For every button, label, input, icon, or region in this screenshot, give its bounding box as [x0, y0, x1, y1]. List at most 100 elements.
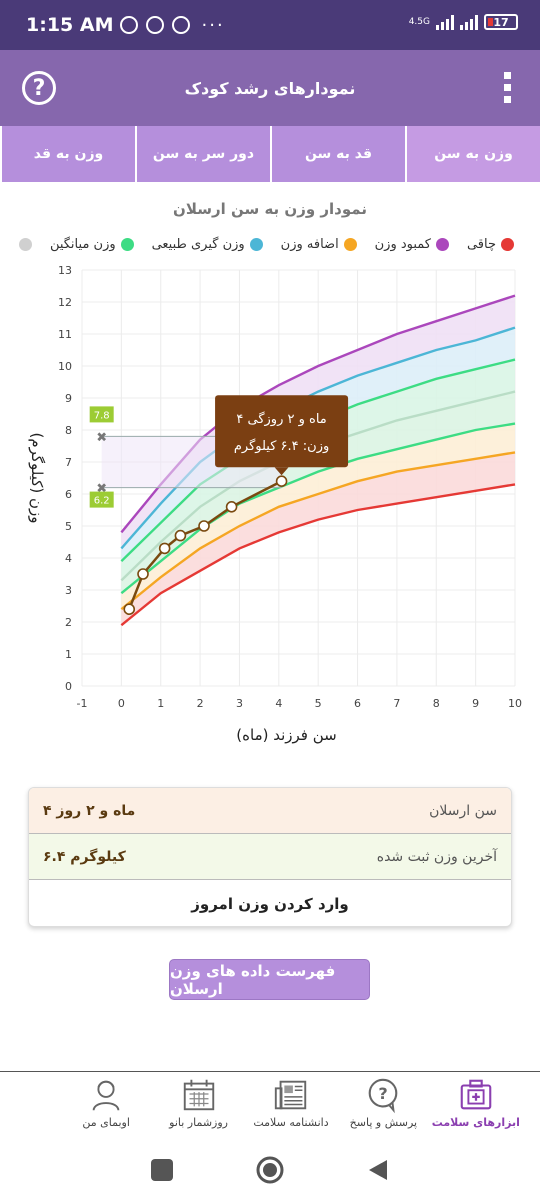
y-tick-label: 9 — [65, 392, 72, 405]
nav-health-tools[interactable]: ابزارهای سلامت — [430, 1072, 522, 1137]
legend-item-obese[interactable]: چاقی — [467, 237, 514, 252]
percentile-line — [120, 451, 516, 611]
band-fill — [121, 452, 515, 626]
nav-label: اوبمای من — [82, 1116, 130, 1129]
nav-profile[interactable]: اوبمای من — [60, 1072, 152, 1137]
tab-head-circumference[interactable]: دور سر به سن — [135, 126, 270, 182]
band-fill — [121, 423, 515, 610]
child-data-point — [174, 529, 187, 542]
calendar-icon — [183, 1079, 214, 1111]
more-notifications-icon: ··· — [201, 14, 225, 36]
age-row: سن ارسلان ۴ ماه و ۲ روز — [29, 788, 511, 834]
child-data-point — [123, 603, 136, 616]
legend-item-extra[interactable] — [14, 237, 32, 252]
y-axis-label: وزن (کیلوگرم) — [28, 432, 46, 523]
tooltip-pointer — [274, 467, 289, 476]
legend-label: وزن میانگین — [49, 237, 116, 252]
battery-icon: 17 — [484, 14, 518, 30]
y-tick-label: 2 — [65, 616, 72, 629]
question-bubble-icon: ? — [369, 1078, 398, 1114]
percentile-line — [120, 422, 516, 595]
legend-label: چاقی — [466, 237, 496, 252]
chart-legend: چاقی کمبود وزن اضافه وزن وزن گیری طبیعی … — [14, 237, 514, 252]
x-tick-label: 8 — [433, 697, 440, 710]
kebab-menu-icon[interactable] — [504, 72, 512, 103]
nav-label: پرسش و پاسخ — [349, 1116, 418, 1129]
y-tick-label: 0 — [65, 680, 72, 693]
x-tick-label: 7 — [393, 697, 400, 710]
y-tick-label: 5 — [65, 520, 72, 533]
nav-label: دانشنامه سلامت — [253, 1116, 329, 1129]
signal-2-icon — [460, 14, 478, 30]
nav-calendar[interactable]: روزشمار بانو — [152, 1072, 244, 1137]
percentile-line — [120, 483, 516, 627]
y-tick-label: 6 — [65, 488, 72, 501]
x-tick-label: -1 — [77, 697, 88, 710]
legend-item-average[interactable]: وزن میانگین — [50, 237, 134, 252]
x-tick-label: 6 — [354, 697, 361, 710]
y-tick-label: 8 — [65, 424, 72, 437]
legend-item-underweight[interactable]: کمبود وزن — [375, 237, 449, 252]
notification-icons: ··· — [119, 14, 225, 36]
app-notification-icon — [171, 16, 190, 34]
weight-value: ۶.۴ کیلوگرم — [43, 848, 126, 865]
app-bar: ? نمودارهای رشد کودک — [0, 50, 540, 126]
y-tick-label: 1 — [65, 648, 72, 661]
child-data-point — [225, 501, 238, 513]
x-tick-label: 1 — [157, 697, 164, 710]
legend-dot-icon — [436, 238, 449, 251]
y-tick-label: 13 — [58, 264, 72, 277]
band-fill — [121, 391, 515, 594]
y-tick-label: 10 — [58, 360, 72, 373]
x-tick-label: 4 — [275, 697, 282, 710]
back-icon[interactable] — [366, 1158, 390, 1182]
weight-label: آخرین وزن ثبت شده — [376, 848, 497, 865]
age-value: ۴ ماه و ۲ روز — [43, 802, 136, 819]
nav-label: ابزارهای سلامت — [431, 1116, 520, 1129]
whatsapp-icon — [145, 16, 164, 34]
shield-check-icon — [119, 16, 138, 34]
legend-dot-icon — [500, 238, 514, 251]
tab-height-for-age[interactable]: قد به سن — [270, 126, 405, 182]
nav-qa[interactable]: ? پرسش و پاسخ — [337, 1072, 429, 1137]
tab-weight-for-height[interactable]: وزن به قد — [0, 126, 135, 182]
help-circle-icon[interactable]: ? — [22, 71, 56, 105]
tooltip-box — [215, 395, 349, 468]
user-icon — [92, 1080, 120, 1111]
x-tick-label: 0 — [118, 697, 125, 710]
x-tick-label: 5 — [315, 697, 322, 710]
legend-item-normal[interactable]: وزن گیری طبیعی — [152, 237, 263, 252]
x-tick-label: 3 — [236, 697, 243, 710]
recents-icon[interactable] — [150, 1158, 174, 1182]
legend-label: اضافه وزن — [280, 237, 339, 252]
band-fill — [121, 295, 515, 549]
range-label-box — [89, 491, 114, 508]
child-data-point — [275, 475, 288, 487]
y-tick-label: 12 — [58, 296, 72, 309]
signal-icon — [436, 14, 454, 30]
enter-weight-button[interactable]: وارد کردن وزن امروز — [191, 895, 349, 913]
y-tick-label: 3 — [65, 584, 72, 597]
home-icon[interactable] — [255, 1155, 285, 1185]
tab-weight-for-age[interactable]: وزن به سن — [405, 126, 540, 182]
battery-level: 17 — [493, 15, 509, 29]
chart-title: نمودار وزن به سن ارسلان — [173, 200, 367, 218]
legend-item-overweight[interactable]: اضافه وزن — [281, 237, 357, 252]
tooltip-line-1: ۴ ماه و ۲ روزگی — [236, 411, 326, 427]
y-tick-label: 4 — [65, 552, 72, 565]
weight-row: آخرین وزن ثبت شده ۶.۴ کیلوگرم — [29, 834, 511, 880]
legend-label: وزن گیری طبیعی — [151, 237, 245, 252]
x-tick-label: 9 — [472, 697, 479, 710]
child-data-point — [137, 568, 149, 580]
child-data-point — [158, 542, 171, 555]
bottom-nav: ابزارهای سلامت ? پرسش و پاسخ دانشنامه سل… — [0, 1071, 540, 1137]
legend-dot-icon — [120, 238, 134, 251]
range-label-box — [89, 406, 114, 423]
x-axis-label: سن فرزند (ماه) — [236, 726, 336, 744]
status-bar: 1:15 AM ··· 4.5G 17 — [0, 0, 540, 50]
weight-list-button[interactable]: فهرست داده های وزن ارسلان — [169, 959, 370, 1000]
page-title: نمودارهای رشد کودک — [184, 78, 356, 98]
nav-encyclopedia[interactable]: دانشنامه سلامت — [245, 1072, 337, 1137]
range-marker-icon: ✖ — [96, 430, 107, 445]
